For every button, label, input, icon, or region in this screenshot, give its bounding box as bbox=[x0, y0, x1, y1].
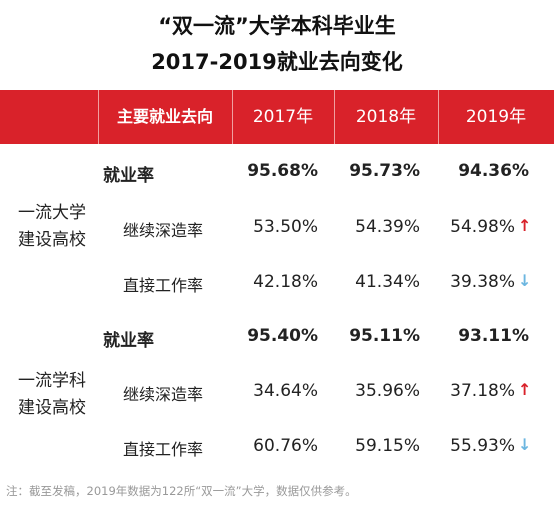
cell-value: 54.39% bbox=[355, 217, 420, 237]
header-category: 主要就业去向 bbox=[116, 107, 213, 126]
cell-value: 93.11% bbox=[458, 326, 529, 346]
cell-value: 95.11% bbox=[349, 326, 420, 346]
cell-value: 55.93% bbox=[450, 436, 515, 456]
row-label: 直接工作率 bbox=[123, 440, 204, 459]
row-label: 就业率 bbox=[103, 166, 154, 186]
row-label: 直接工作率 bbox=[123, 276, 204, 295]
header-year-2018: 2018年 bbox=[355, 107, 417, 127]
title-line-2: 2017-2019就业去向变化 bbox=[151, 50, 403, 74]
cell-value: 59.15% bbox=[355, 436, 420, 456]
arrow-down-icon: ↓ bbox=[518, 271, 532, 290]
cell-value: 34.64% bbox=[253, 381, 318, 401]
group-label-university: 一流大学 建设高校 bbox=[6, 200, 98, 254]
cell-value: 54.98% bbox=[450, 217, 515, 237]
cell-value: 95.73% bbox=[349, 161, 420, 181]
cell-value: 41.34% bbox=[355, 272, 420, 292]
arrow-down-icon: ↓ bbox=[518, 435, 532, 454]
group-label-line: 建设高校 bbox=[18, 230, 86, 250]
header-divider bbox=[232, 90, 233, 144]
cell-value: 60.76% bbox=[253, 436, 318, 456]
footnote: 注：截至发稿，2019年数据为122所“双一流”大学，数据仅供参考。 bbox=[6, 484, 357, 498]
header-year-2019: 2019年 bbox=[465, 107, 527, 127]
group-label-line: 一流学科 bbox=[18, 371, 86, 391]
title-line-1: “双一流”大学本科毕业生 bbox=[158, 14, 396, 38]
cell-value: 39.38% bbox=[450, 272, 515, 292]
group-label-discipline: 一流学科 建设高校 bbox=[6, 368, 98, 422]
cell-value: 37.18% bbox=[450, 381, 515, 401]
cell-value: 53.50% bbox=[253, 217, 318, 237]
row-label: 就业率 bbox=[103, 331, 154, 351]
arrow-up-icon: ↑ bbox=[518, 216, 532, 235]
row-label: 继续深造率 bbox=[123, 221, 204, 240]
row-label: 继续深造率 bbox=[123, 385, 204, 404]
cell-value: 35.96% bbox=[355, 381, 420, 401]
header-year-2017: 2017年 bbox=[252, 107, 314, 127]
table-header bbox=[0, 90, 554, 144]
header-divider bbox=[98, 90, 99, 144]
group-label-line: 一流大学 bbox=[18, 203, 86, 223]
cell-value: 94.36% bbox=[458, 161, 529, 181]
cell-value: 95.68% bbox=[247, 161, 318, 181]
cell-value: 42.18% bbox=[253, 272, 318, 292]
arrow-up-icon: ↑ bbox=[518, 380, 532, 399]
header-divider bbox=[334, 90, 335, 144]
header-divider bbox=[438, 90, 439, 144]
group-label-line: 建设高校 bbox=[18, 398, 86, 418]
cell-value: 95.40% bbox=[247, 326, 318, 346]
